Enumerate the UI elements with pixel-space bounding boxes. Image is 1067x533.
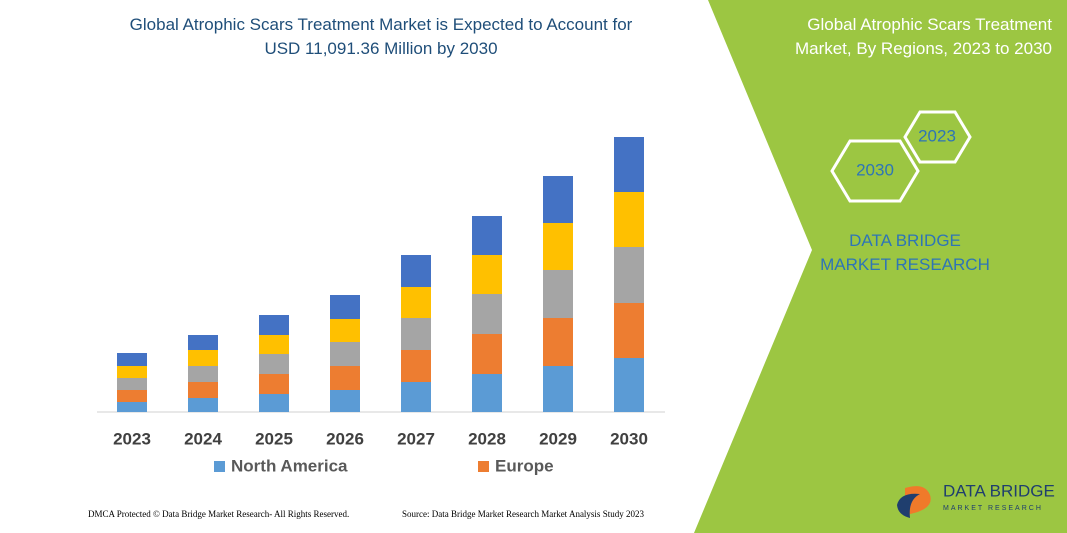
footer-source: Source: Data Bridge Market Research Mark… — [402, 509, 644, 519]
bar-segment — [401, 318, 431, 350]
bar-segment — [614, 247, 644, 303]
bar-segment — [614, 358, 644, 412]
bar-segment — [543, 318, 573, 366]
x-tick-label: 2030 — [610, 429, 648, 448]
bar-segment — [259, 374, 289, 394]
chart-title: Global Atrophic Scars Treatment Market i… — [129, 15, 633, 58]
bar-segment — [259, 394, 289, 412]
bar-segment — [117, 353, 147, 366]
bar-segment — [472, 334, 502, 374]
bar-segment — [117, 378, 147, 390]
bar-segment — [472, 294, 502, 334]
sidebar-panel — [694, 0, 1067, 533]
bar-segment — [472, 216, 502, 255]
bar-segment — [117, 390, 147, 402]
x-tick-label: 2025 — [255, 429, 293, 448]
hexagon — [903, 110, 972, 164]
bar-segment — [259, 335, 289, 354]
bar-segment — [401, 382, 431, 412]
hexagon-label: 2030 — [856, 160, 894, 179]
x-tick-label: 2029 — [539, 429, 577, 448]
bar-segment — [401, 255, 431, 287]
logo-icon — [905, 478, 931, 515]
bar-segment — [330, 390, 360, 412]
legend-swatch — [214, 461, 225, 472]
footer-copyright: DMCA Protected © Data Bridge Market Rese… — [88, 509, 349, 519]
x-tick-label: 2023 — [113, 429, 151, 448]
bar-segment — [117, 402, 147, 412]
x-tick-label: 2026 — [326, 429, 364, 448]
bar-segment — [330, 319, 360, 342]
hexagon-label: 2023 — [918, 126, 956, 145]
legend-swatch — [478, 461, 489, 472]
hexagon — [830, 139, 920, 203]
bar-segment — [543, 366, 573, 412]
bar-segment — [401, 287, 431, 318]
x-tick-label: 2024 — [184, 429, 222, 448]
bar-segment — [543, 270, 573, 318]
bar-segment — [472, 255, 502, 294]
bar-segment — [330, 295, 360, 319]
bar-segment — [330, 342, 360, 366]
bar-segment — [614, 192, 644, 247]
logo-tagline: MARKET RESEARCH — [943, 505, 1043, 512]
x-tick-label: 2027 — [397, 429, 435, 448]
legend-label: Europe — [495, 456, 554, 475]
bar-segment — [543, 223, 573, 270]
bar-segment — [188, 398, 218, 412]
bar-segment — [543, 176, 573, 223]
bar-segment — [401, 350, 431, 382]
x-tick-label: 2028 — [468, 429, 506, 448]
bar-segment — [188, 350, 218, 366]
logo-icon — [897, 493, 920, 518]
bar-segment — [188, 382, 218, 398]
bar-segment — [472, 374, 502, 412]
bar-segment — [188, 366, 218, 382]
bar-segment — [259, 354, 289, 374]
bar-segment — [259, 315, 289, 335]
bar-segment — [117, 366, 147, 378]
sidebar-brand: DATA BRIDGE MARKET RESEARCH — [820, 231, 990, 274]
bar-segment — [614, 137, 644, 192]
bar-segment — [188, 335, 218, 350]
sidebar-title: Global Atrophic Scars Treatment Market, … — [794, 15, 1052, 58]
bar-segment — [330, 366, 360, 390]
bar-segment — [614, 303, 644, 358]
logo-name: DATA BRIDGE — [943, 481, 1055, 500]
legend-label: North America — [231, 456, 348, 475]
